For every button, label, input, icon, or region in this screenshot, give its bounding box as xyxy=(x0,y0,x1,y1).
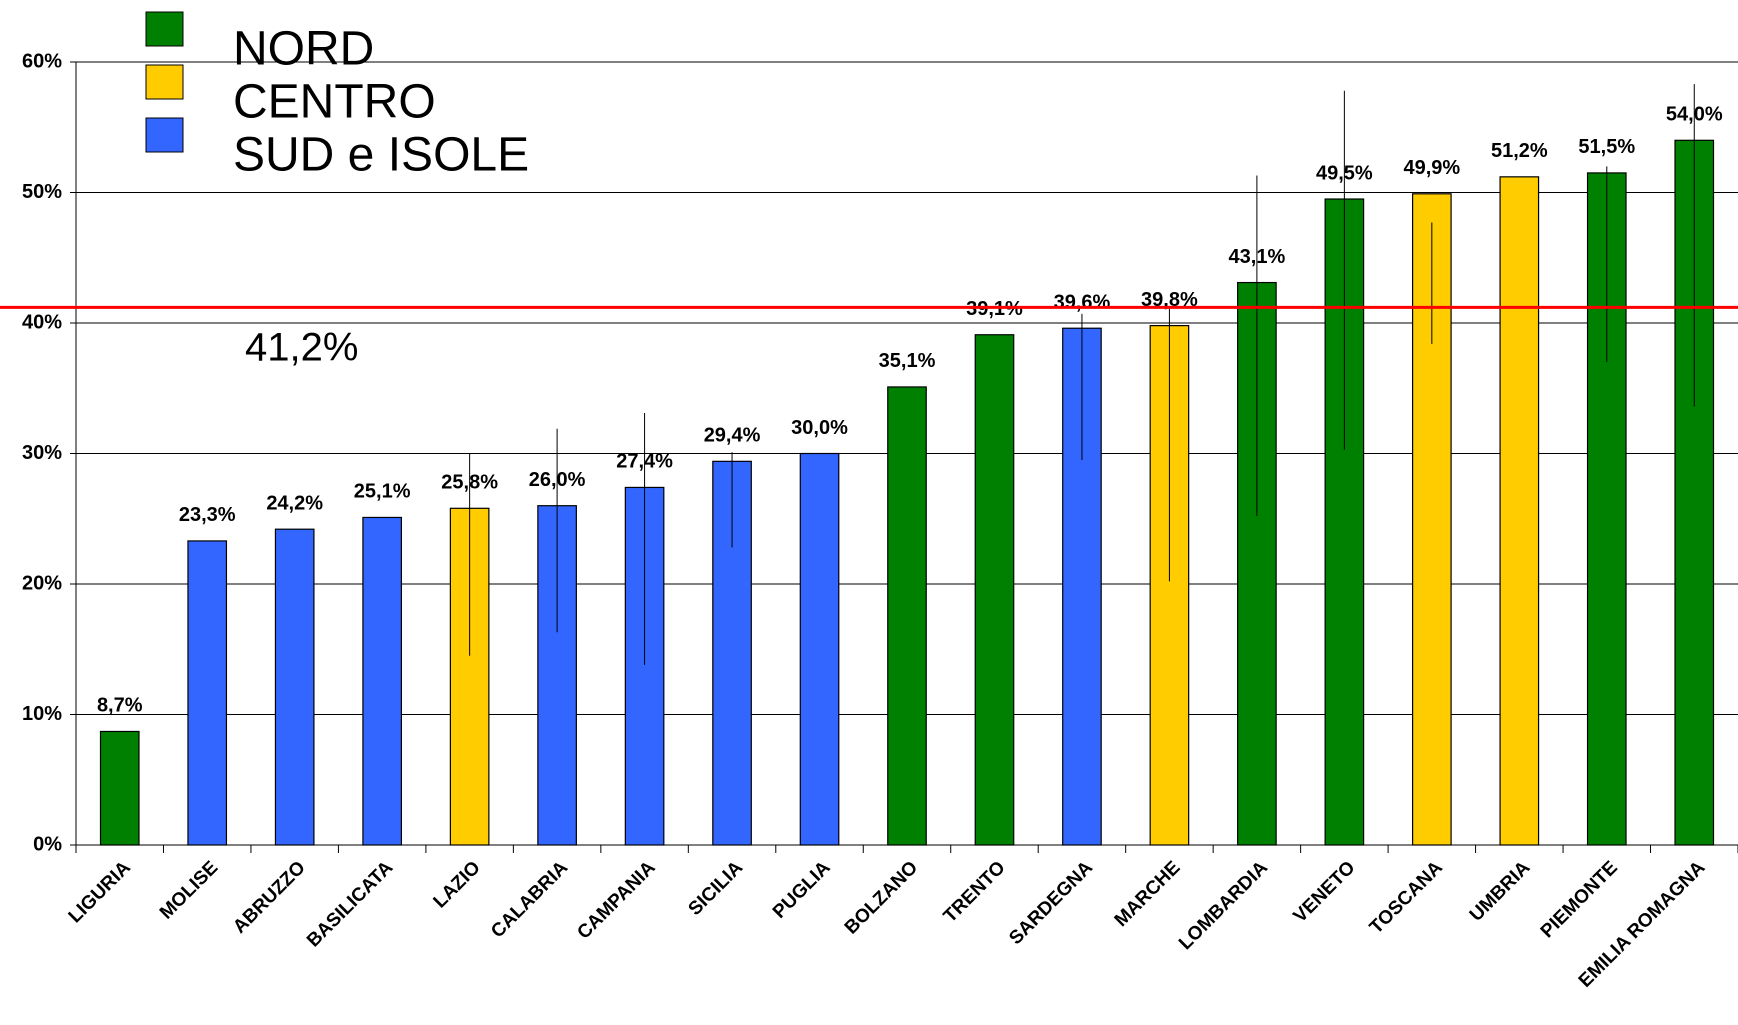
bar xyxy=(99,730,140,846)
value-label: 29,4% xyxy=(704,425,761,447)
value-label: 30,0% xyxy=(791,417,848,439)
legend-swatch xyxy=(145,64,184,100)
x-tick-label: LOMBARDIA xyxy=(1175,857,1272,954)
x-tick-label: MOLISE xyxy=(156,857,222,923)
y-tick-label: 0% xyxy=(33,833,62,855)
value-label: 27,4% xyxy=(616,451,673,473)
value-label: 25,8% xyxy=(441,472,498,494)
x-tick-label: MARCHE xyxy=(1111,857,1185,931)
value-label: 49,5% xyxy=(1316,162,1373,184)
bar xyxy=(362,516,403,846)
x-tick-label: PUGLIA xyxy=(769,857,835,923)
value-label: 43,1% xyxy=(1229,246,1286,268)
legend-label: CENTRO xyxy=(233,76,436,129)
y-tick-label: 10% xyxy=(22,703,62,725)
x-tick-label: SARDEGNA xyxy=(1005,857,1097,949)
legend-label: NORD xyxy=(233,23,374,76)
value-label: 54,0% xyxy=(1666,104,1723,126)
bar xyxy=(274,528,315,846)
value-label: 39,8% xyxy=(1141,289,1198,311)
value-label: 49,9% xyxy=(1403,157,1460,179)
x-tick-label: BASILICATA xyxy=(303,857,397,951)
x-tick-label: PIEMONTE xyxy=(1537,857,1622,942)
legend-swatch xyxy=(145,11,184,47)
x-tick-label: TOSCANA xyxy=(1366,857,1447,938)
x-tick-label: VENETO xyxy=(1290,857,1360,927)
value-label: 39,1% xyxy=(966,298,1023,320)
x-tick-label: CAMPANIA xyxy=(573,857,659,943)
value-label: 25,1% xyxy=(354,481,411,503)
value-label: 26,0% xyxy=(529,469,586,491)
reference-label: 41,2% xyxy=(245,326,358,370)
x-tick-label: ABRUZZO xyxy=(229,857,310,938)
bar xyxy=(887,386,927,846)
x-tick-label: UMBRIA xyxy=(1466,857,1535,926)
bar xyxy=(799,452,840,846)
legend-label: SUD e ISOLE xyxy=(233,129,529,182)
bar xyxy=(974,334,1015,846)
y-tick-label: 50% xyxy=(22,181,62,203)
value-label: 23,3% xyxy=(179,504,236,526)
x-tick-label: CALABRIA xyxy=(487,857,572,942)
x-tick-label: LIGURIA xyxy=(65,857,135,927)
value-label: 8,7% xyxy=(97,695,143,717)
x-tick-label: SICILIA xyxy=(685,857,748,920)
value-label: 35,1% xyxy=(879,350,936,372)
y-tick-label: 30% xyxy=(22,442,62,464)
bar xyxy=(187,540,228,846)
x-tick-label: TRENTO xyxy=(940,857,1010,927)
y-tick-label: 40% xyxy=(22,311,62,333)
legend-swatch xyxy=(145,117,184,153)
value-label: 24,2% xyxy=(266,492,323,514)
x-tick-label: BOLZANO xyxy=(841,857,922,938)
y-tick-label: 60% xyxy=(22,50,62,72)
value-label: 51,5% xyxy=(1578,136,1635,158)
bar xyxy=(1499,176,1540,846)
x-tick-label: LAZIO xyxy=(430,857,485,912)
value-label: 39,6% xyxy=(1054,292,1111,314)
y-tick-label: 20% xyxy=(22,572,62,594)
value-label: 51,2% xyxy=(1491,140,1548,162)
